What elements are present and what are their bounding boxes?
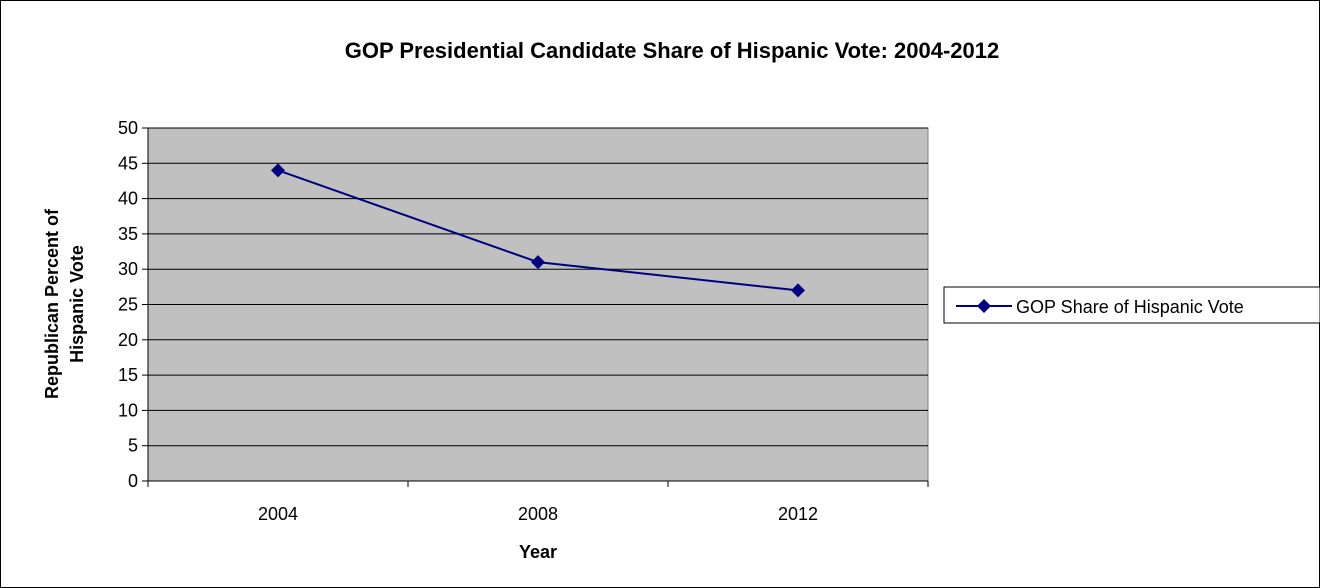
data-point-marker (531, 255, 545, 270)
x-axis-title: Year (519, 542, 557, 562)
y-tick-label: 5 (128, 436, 138, 456)
x-tick-labels: 2004 2008 2012 (258, 504, 818, 524)
x-tick-label: 2008 (518, 504, 558, 524)
data-point-marker (791, 283, 805, 298)
y-axis-title-line-2: Hispanic Vote (67, 245, 87, 363)
y-tick-label: 15 (118, 365, 138, 385)
y-tick-label: 35 (118, 224, 138, 244)
axes (142, 127, 929, 487)
y-tick-label: 20 (118, 330, 138, 350)
y-tick-label: 45 (118, 153, 138, 173)
series-layer (271, 163, 805, 298)
x-tick-label: 2012 (778, 504, 818, 524)
y-tick-label: 0 (128, 471, 138, 491)
y-tick-label: 40 (118, 189, 138, 209)
y-tick-labels: 0 5 10 15 20 25 30 35 40 45 50 (118, 118, 138, 491)
legend-diamond-marker (977, 299, 991, 313)
y-tick-label: 10 (118, 400, 138, 420)
y-axis-title-group: Republican Percent of Hispanic Vote (42, 208, 87, 399)
y-tick-label: 30 (118, 259, 138, 279)
gridlines (148, 127, 928, 447)
y-tick-label: 25 (118, 295, 138, 315)
data-point-marker (271, 163, 285, 178)
x-tick-label: 2004 (258, 504, 298, 524)
y-tick-label: 50 (118, 118, 138, 138)
legend: GOP Share of Hispanic Vote (943, 286, 1320, 324)
legend-label: GOP Share of Hispanic Vote (1016, 297, 1244, 317)
chart-title: GOP Presidential Candidate Share of Hisp… (345, 38, 1000, 63)
y-axis-title-line-1: Republican Percent of (42, 208, 62, 399)
